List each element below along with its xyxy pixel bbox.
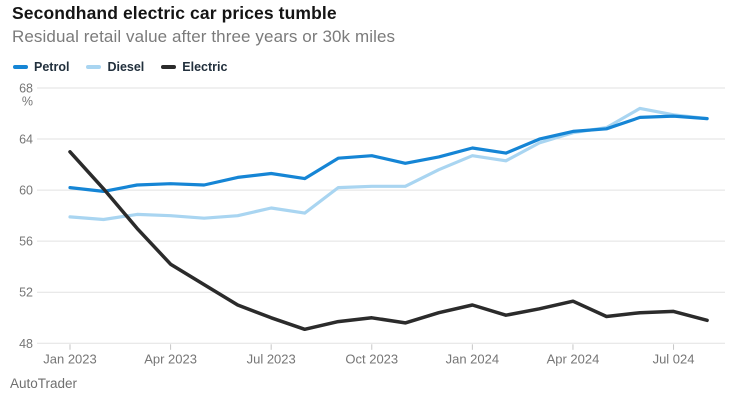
y-axis-label: 48 (19, 337, 33, 351)
y-axis-label: 60 (19, 184, 33, 198)
chart-legend: Petrol Diesel Electric (13, 59, 227, 75)
page-title: Secondhand electric car prices tumble (12, 3, 337, 23)
petrol-line (68, 114, 709, 194)
electric-swatch-icon (161, 65, 177, 69)
legend-item-diesel: Diesel (86, 60, 144, 74)
electric-line (68, 150, 709, 332)
legend-item-electric: Electric (161, 60, 227, 74)
y-axis-label: 56 (19, 235, 33, 249)
legend-label: Petrol (34, 60, 70, 74)
y-axis-label: 64 (19, 133, 33, 147)
x-axis-label: Oct 2023 (345, 351, 398, 366)
line-chart: 68% 64 60 56 52 48 Jan 2023 Apr 2023 Jul 2023 Oct… (19, 82, 725, 366)
y-axis-label: 68 (19, 82, 33, 96)
x-axis-label: Jul 2023 (247, 351, 296, 366)
diesel-swatch-icon (86, 65, 102, 69)
diesel-line (68, 106, 709, 222)
source-attribution: AutoTrader (10, 376, 78, 391)
page-subtitle: Residual retail value after three years … (12, 27, 396, 46)
y-axis-unit: % (22, 95, 33, 109)
x-axis-label: Jul 024 (653, 351, 695, 366)
x-axis-label: Apr 2023 (144, 351, 197, 366)
legend-label: Electric (182, 60, 228, 74)
petrol-swatch-icon (13, 65, 28, 69)
y-axis-label: 52 (19, 286, 33, 300)
x-axis-label: Jan 2024 (446, 351, 500, 366)
legend-label: Diesel (107, 60, 145, 74)
x-axis-label: Jan 2023 (43, 351, 97, 366)
x-axis-label: Apr 2024 (547, 351, 600, 366)
legend-item-petrol: Petrol (13, 60, 69, 74)
